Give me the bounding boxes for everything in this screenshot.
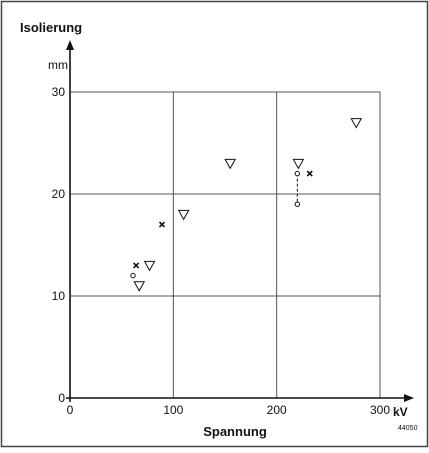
x-point (158, 221, 166, 228)
y-axis-unit: mm (48, 58, 68, 72)
axes (66, 40, 414, 402)
y-tick-label: 0 (58, 391, 65, 405)
data-marks (130, 118, 363, 292)
y-axis-label: Isolierung (20, 20, 82, 35)
x-point (133, 262, 140, 269)
y-tick-label: 20 (52, 187, 66, 201)
circle-point (294, 170, 301, 177)
x-tick-label: 0 (67, 403, 74, 417)
x-tick-label: 100 (163, 403, 183, 417)
x-axis-arrow (404, 394, 414, 402)
x-axis-label: Spannung (203, 424, 267, 439)
triangle-point (224, 158, 237, 170)
triangle-point (292, 158, 305, 170)
x-point-stroke (158, 221, 166, 228)
triangle-point (350, 118, 363, 129)
triangle-point (177, 209, 190, 221)
y-tick-label: 10 (52, 289, 66, 303)
tick-labels: 0 100 200 300 0 10 20 30 (52, 85, 391, 417)
grid (70, 91, 381, 398)
figure-number: 44050 (398, 425, 418, 432)
y-tick-label: 30 (52, 85, 66, 99)
x-tick-label: 200 (267, 403, 287, 417)
x-point-stroke (133, 262, 140, 269)
x-point (306, 170, 313, 177)
x-point-stroke (306, 170, 313, 177)
circle-point (294, 201, 301, 207)
x-axis-unit: kV (393, 405, 408, 419)
y-axis-arrow (66, 40, 74, 50)
circle-point (130, 272, 136, 279)
triangle-point (133, 281, 146, 292)
x-tick-label: 300 (370, 403, 390, 417)
triangle-point (143, 260, 156, 272)
